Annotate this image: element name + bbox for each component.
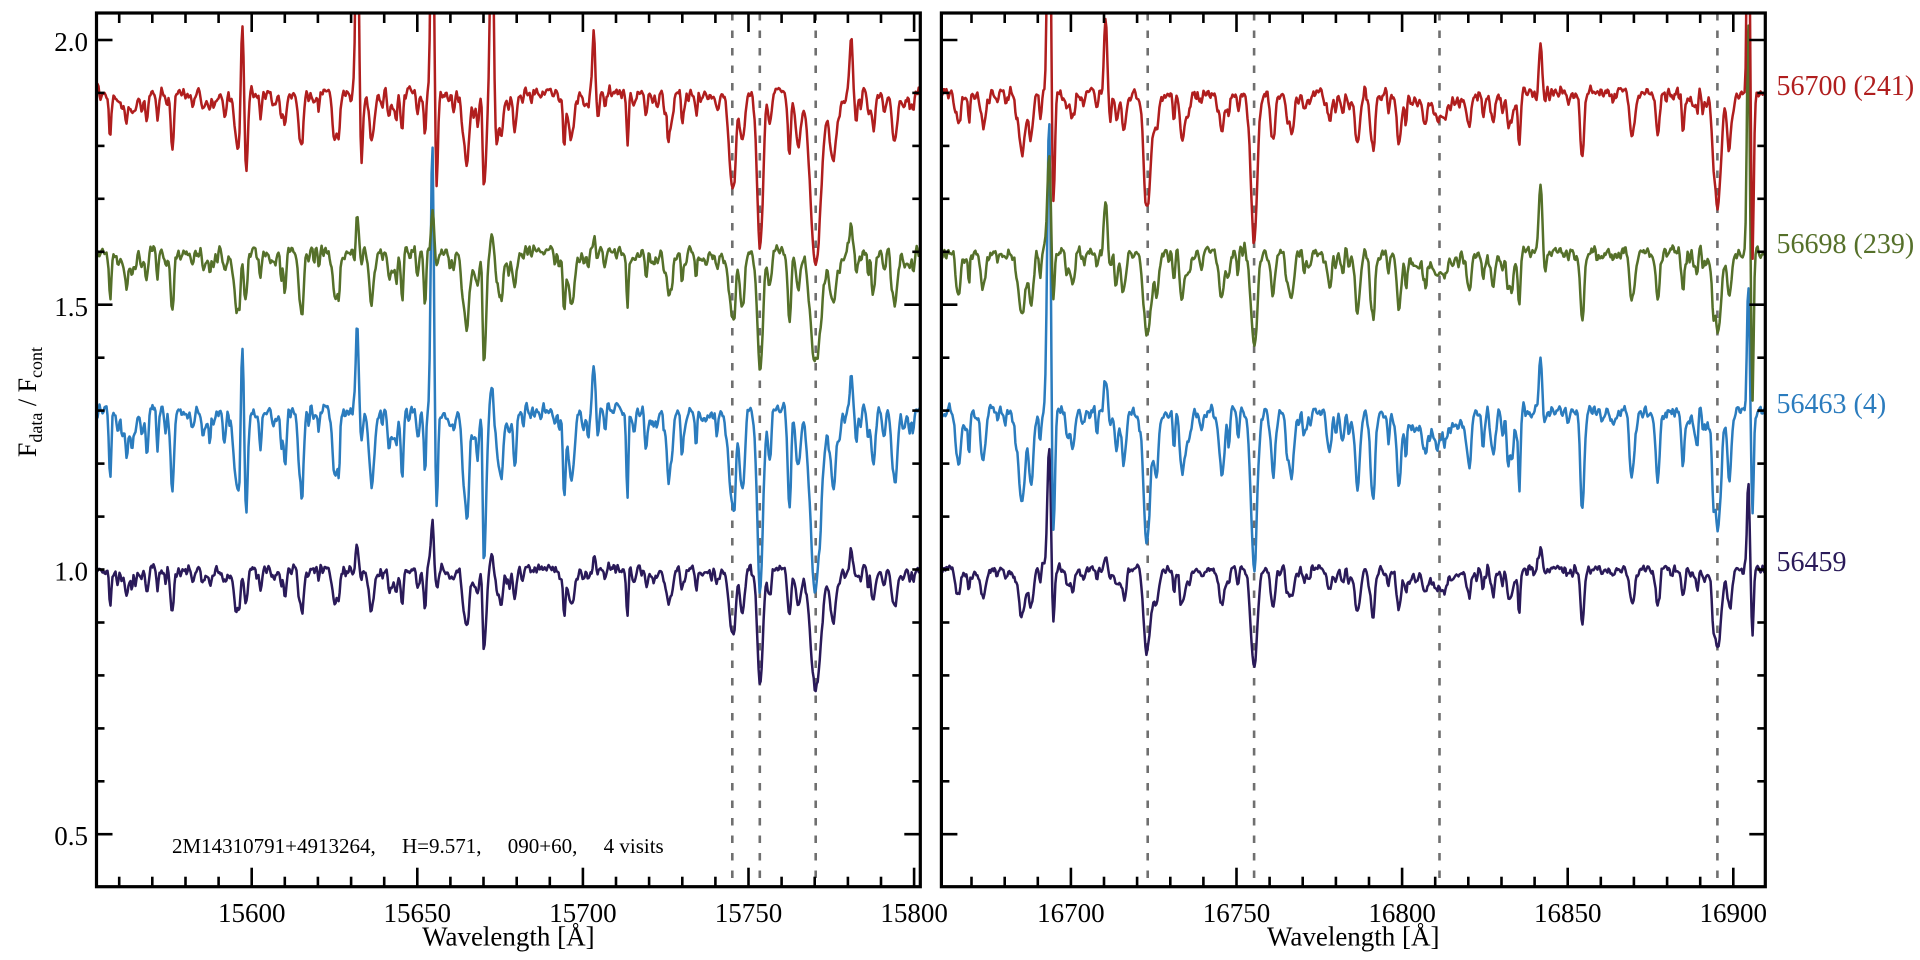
svg-text:16800: 16800	[1368, 898, 1436, 928]
svg-text:56698 (239): 56698 (239)	[1777, 229, 1915, 260]
svg-text:2.0: 2.0	[54, 27, 88, 57]
svg-text:16850: 16850	[1534, 898, 1602, 928]
svg-text:16700: 16700	[1037, 898, 1105, 928]
svg-text:15600: 15600	[218, 898, 286, 928]
svg-text:1.5: 1.5	[54, 292, 88, 322]
svg-text:1.0: 1.0	[54, 557, 88, 587]
svg-text:56463 (4): 56463 (4)	[1777, 389, 1887, 420]
svg-text:15700: 15700	[549, 898, 617, 928]
svg-text:15750: 15750	[715, 898, 783, 928]
svg-text:2M14310791+4913264, H=9.57: 2M14310791+4913264, H=9.571, 090+60, 4 v…	[172, 834, 664, 858]
svg-text:Wavelength [Å]: Wavelength [Å]	[1267, 922, 1440, 952]
svg-text:15650: 15650	[384, 898, 452, 928]
svg-text:56459: 56459	[1777, 547, 1847, 578]
svg-text:16900: 16900	[1700, 898, 1768, 928]
svg-text:16750: 16750	[1203, 898, 1271, 928]
svg-text:0.5: 0.5	[54, 821, 88, 851]
svg-text:15800: 15800	[880, 898, 948, 928]
svg-text:Wavelength [Å]: Wavelength [Å]	[422, 922, 595, 952]
svg-text:56700 (241): 56700 (241)	[1777, 71, 1915, 102]
